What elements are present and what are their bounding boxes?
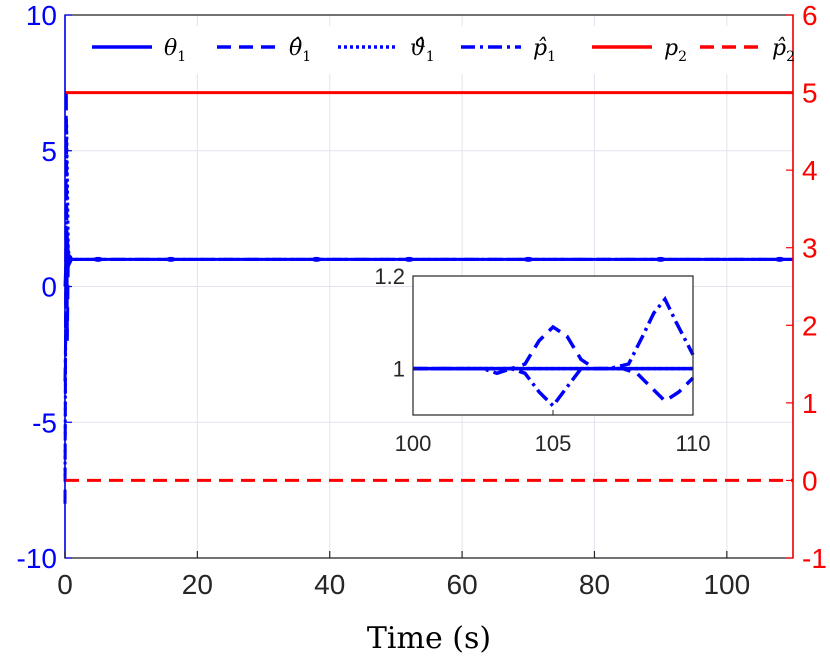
x-tick-label: 20: [182, 569, 213, 600]
right-tick-label: 6: [802, 0, 818, 31]
legend-label-sub: 2: [786, 49, 795, 65]
x-tick-label: 80: [579, 569, 610, 600]
legend-label-4: p2: [664, 36, 687, 65]
legend-label-2: ϑ̂1: [410, 36, 435, 65]
legend-label-sub: 1: [547, 49, 556, 65]
inset-x-tick-label: 110: [675, 431, 710, 456]
legend-label-base: θ: [164, 36, 177, 61]
legend-box: [84, 26, 774, 74]
legend-label-base: p̂: [533, 36, 547, 61]
legend-label-sub: 1: [302, 49, 311, 65]
legend-label-3: p̂1: [533, 36, 556, 65]
inset-x-tick-label: 105: [535, 431, 572, 456]
legend-label-base: ϑ̂: [410, 36, 426, 61]
left-tick-label: 10: [26, 0, 57, 31]
right-tick-label: 2: [802, 310, 818, 341]
left-tick-label: 0: [41, 272, 57, 303]
oscillation-mark: [311, 256, 322, 262]
series-group: [63, 91, 793, 504]
x-axis-label: Time (s): [367, 621, 491, 656]
legend-label-sub: 1: [426, 49, 435, 65]
oscillation-mark: [93, 256, 104, 262]
legend-label-sub: 1: [177, 49, 186, 65]
right-tick-label: 4: [802, 155, 818, 186]
right-tick-label: 0: [802, 465, 818, 496]
oscillation-mark: [165, 256, 176, 262]
inset-y-tick-label: 1.2: [374, 264, 405, 289]
left-tick-label: -10: [17, 543, 57, 574]
right-tick-label: 5: [802, 78, 818, 109]
legend-label-5: p̂2: [772, 36, 795, 65]
inset-series-line-1: [413, 324, 695, 404]
inset-x-tick-label: 100: [395, 431, 432, 456]
inset-y-tick-label: 1: [393, 357, 405, 382]
oscillation-mark: [774, 256, 785, 262]
inset-series-line-2: [413, 295, 695, 409]
legend-label-0: θ1: [164, 36, 186, 65]
right-tick-label: -1: [802, 543, 827, 574]
oscillation-mark: [655, 256, 666, 262]
x-tick-label: 100: [703, 569, 750, 600]
legend-label-base: θ̂: [289, 36, 302, 61]
legend-label-base: p̂: [772, 36, 786, 61]
left-tick-label: -5: [32, 407, 57, 438]
legend-label-base: p: [664, 36, 678, 61]
x-tick-label: 0: [57, 569, 73, 600]
inset-background: [413, 276, 693, 415]
legend-label-1: θ̂1: [289, 36, 311, 65]
right-tick-label: 1: [802, 388, 818, 419]
inset-plot: 100 105 110 1 1.2: [374, 264, 710, 456]
left-tick-label: 5: [41, 136, 57, 167]
legend: θ1 θ̂1 ϑ̂1 p̂1 p2 p̂2: [84, 26, 795, 74]
legend-label-sub: 2: [678, 49, 687, 65]
right-tick-label: 3: [802, 233, 818, 264]
x-tick-label: 60: [447, 569, 478, 600]
oscillation-mark: [523, 256, 534, 262]
x-tick-label: 40: [314, 569, 345, 600]
oscillation-mark: [404, 256, 415, 262]
